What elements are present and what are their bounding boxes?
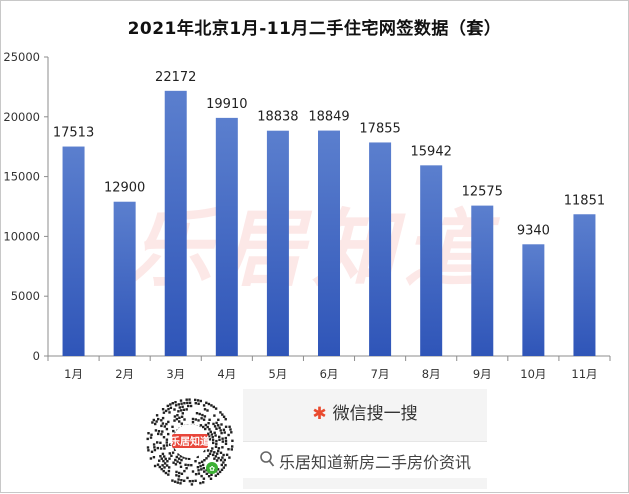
x-tick-label: 10月 bbox=[520, 367, 546, 381]
x-tick-label: 9月 bbox=[473, 367, 492, 381]
data-label: 19910 bbox=[206, 97, 247, 112]
search-box[interactable]: 乐居知道新房二手房价资讯 bbox=[243, 441, 487, 478]
svg-text:✿: ✿ bbox=[209, 465, 215, 473]
x-tick-label: 6月 bbox=[320, 367, 339, 381]
y-tick-label: 5000 bbox=[11, 289, 40, 303]
bar bbox=[573, 214, 596, 356]
x-tick-label: 8月 bbox=[422, 367, 441, 381]
data-label: 18849 bbox=[308, 110, 349, 125]
wechat-search-label: 微信搜一搜 bbox=[332, 404, 418, 424]
bar bbox=[266, 130, 289, 356]
bar bbox=[420, 165, 443, 356]
y-tick-label: 0 bbox=[33, 349, 40, 363]
bar bbox=[522, 244, 545, 356]
qr-code-image: 乐居知道 ✿ bbox=[144, 396, 236, 488]
x-tick-label: 11月 bbox=[571, 367, 597, 381]
x-tick-label: 1月 bbox=[64, 367, 83, 381]
bar bbox=[164, 90, 187, 357]
x-tick-label: 7月 bbox=[371, 367, 390, 381]
search-query: 乐居知道新房二手房价资讯 bbox=[279, 453, 472, 472]
bar bbox=[369, 142, 392, 356]
x-tick-label: 4月 bbox=[217, 367, 236, 381]
search-icon bbox=[260, 451, 275, 467]
wechat-search-icon: ✱ bbox=[312, 404, 327, 424]
data-label: 17513 bbox=[53, 126, 94, 141]
qr-code[interactable]: 乐居知道 ✿ bbox=[142, 394, 238, 490]
data-label: 17855 bbox=[359, 121, 400, 136]
data-label: 18838 bbox=[257, 110, 298, 125]
y-tick-label: 25000 bbox=[3, 50, 40, 64]
x-tick-label: 3月 bbox=[166, 367, 185, 381]
bar bbox=[62, 146, 85, 356]
bar bbox=[471, 205, 494, 356]
qr-badge-text: 乐居知道 bbox=[170, 435, 210, 448]
data-label: 15942 bbox=[411, 144, 452, 159]
wechat-search-banner[interactable]: ✱ 微信搜一搜 乐居知道新房二手房价资讯 bbox=[243, 389, 487, 489]
chart-title: 2021年北京1月-11月二手住宅网签数据（套） bbox=[127, 19, 502, 39]
data-label: 11851 bbox=[564, 193, 605, 208]
y-tick-label: 10000 bbox=[3, 229, 40, 243]
x-tick-label: 5月 bbox=[268, 367, 287, 381]
y-tick-label: 20000 bbox=[3, 110, 40, 124]
data-label: 12575 bbox=[462, 185, 503, 200]
data-label: 9340 bbox=[517, 223, 550, 238]
data-label: 22172 bbox=[155, 70, 196, 85]
bar bbox=[113, 201, 136, 356]
x-tick-label: 2月 bbox=[115, 367, 134, 381]
bar bbox=[215, 117, 238, 356]
wechat-search-title: ✱ 微信搜一搜 bbox=[243, 399, 487, 424]
bar bbox=[318, 130, 340, 356]
y-tick-label: 15000 bbox=[3, 170, 40, 184]
data-label: 12900 bbox=[104, 181, 145, 196]
